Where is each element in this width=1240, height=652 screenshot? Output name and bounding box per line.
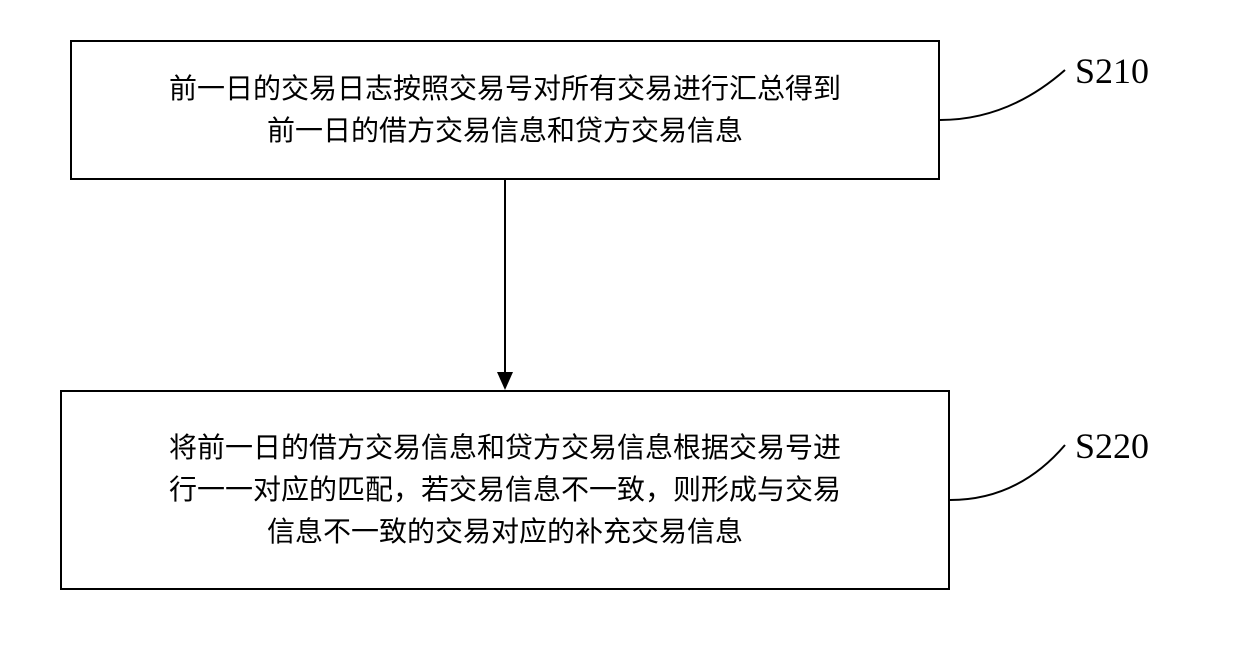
flowchart-step-text-1: 前一日的交易日志按照交易号对所有交易进行汇总得到前一日的借方交易信息和贷方交易信… xyxy=(169,68,841,152)
flowchart-step-box-2: 将前一日的借方交易信息和贷方交易信息根据交易号进行一一对应的匹配，若交易信息不一… xyxy=(60,390,950,590)
arrow-connector xyxy=(490,180,520,392)
step-label-s210: S210 xyxy=(1075,50,1149,92)
label-connector-curve-1 xyxy=(938,60,1078,140)
label-connector-curve-2 xyxy=(948,435,1088,515)
flowchart-step-text-2: 将前一日的借方交易信息和贷方交易信息根据交易号进行一一对应的匹配，若交易信息不一… xyxy=(169,427,841,553)
flowchart-step-box-1: 前一日的交易日志按照交易号对所有交易进行汇总得到前一日的借方交易信息和贷方交易信… xyxy=(70,40,940,180)
